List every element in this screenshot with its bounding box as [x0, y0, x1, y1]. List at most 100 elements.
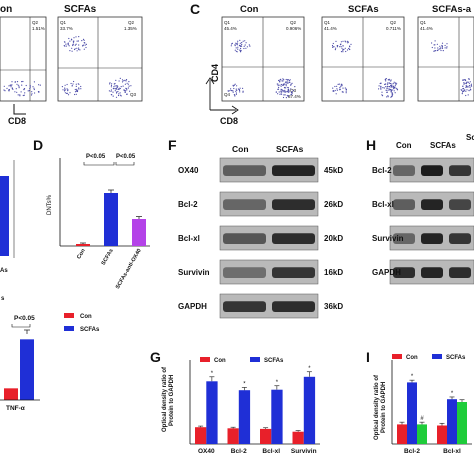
- flow-event-dot: [333, 46, 335, 48]
- panel-c: C Con SCFAs SCFAs-a Q1 45.4% Q2 0.906% Q…: [190, 1, 474, 126]
- flow-event-dot: [78, 44, 80, 46]
- flow-event-dot: [464, 82, 466, 84]
- flow-event-dot: [115, 87, 117, 89]
- panel-letter-i: I: [366, 349, 370, 365]
- flow-event-dot: [19, 94, 21, 96]
- panel-letter-h: H: [366, 137, 376, 153]
- bar: [303, 376, 316, 444]
- sig-star: *: [211, 371, 214, 377]
- flow-event-dot: [342, 87, 344, 89]
- flow-event-dot: [342, 49, 344, 51]
- flow-event-dot: [110, 90, 112, 92]
- flow-event-dot: [33, 81, 36, 83]
- flow-event-dot: [395, 83, 397, 86]
- bar: [417, 424, 427, 444]
- flow-event-dot: [394, 86, 396, 88]
- flow-event-dot: [84, 44, 86, 46]
- flow-event-dot: [74, 91, 77, 93]
- flow-event-dot: [116, 86, 118, 88]
- gate-value: 33.7%: [60, 26, 73, 31]
- blot-band: [449, 199, 471, 210]
- flow-event-dot: [83, 48, 85, 50]
- flow-event-dot: [6, 87, 8, 89]
- flow-event-dot: [74, 88, 76, 91]
- flow-event-dot: [65, 45, 67, 47]
- flow-event-dot: [468, 84, 470, 87]
- flow-event-dot: [76, 47, 78, 49]
- blot-row-label: Bcl-xl: [178, 234, 200, 243]
- flow-event-dot: [292, 89, 295, 91]
- flow-event-dot: [469, 88, 472, 90]
- flow-event-dot: [14, 91, 16, 93]
- flow-event-dot: [396, 88, 398, 90]
- flow-event-dot: [290, 84, 292, 86]
- flow-event-dot: [348, 47, 350, 50]
- flow-event-dot: [386, 89, 388, 91]
- flow-event-dot: [385, 89, 387, 91]
- flow-event-dot: [345, 89, 347, 91]
- flow-event-dot: [73, 37, 75, 39]
- flow-event-dot: [239, 45, 241, 47]
- flow-event-dot: [342, 91, 344, 93]
- svg-text:SCFAs: SCFAs: [446, 355, 466, 361]
- svg-text:Optical density ratio of: Optical density ratio of: [374, 374, 380, 440]
- flow-event-dot: [444, 47, 446, 49]
- flow-event-dot: [77, 90, 79, 92]
- flow-event-dot: [336, 46, 338, 48]
- flow-event-dot: [442, 50, 444, 52]
- flow-event-dot: [113, 86, 115, 88]
- flow-event-dot: [395, 87, 397, 89]
- flow-event-dot: [117, 88, 119, 90]
- flow-event-dot: [283, 87, 286, 89]
- flow-event-dot: [390, 88, 392, 91]
- flow-event-dot: [118, 80, 120, 82]
- flow-event-dot: [245, 47, 247, 49]
- blot-band: [223, 233, 266, 244]
- flow-event-dot: [281, 90, 283, 92]
- flow-event-dot: [114, 88, 116, 90]
- flow-event-dot: [287, 88, 289, 90]
- flow-event-dot: [380, 88, 382, 90]
- flow-event-dot: [64, 92, 66, 94]
- flow-event-dot: [444, 44, 446, 47]
- svg-text:Protein to GAPDH: Protein to GAPDH: [381, 382, 387, 433]
- e-xlabel: TNF-α: [6, 405, 25, 412]
- flow-event-dot: [79, 49, 81, 51]
- flow-event-dot: [431, 42, 433, 44]
- flow-event-dot: [80, 88, 82, 90]
- flow-event-dot: [126, 89, 128, 91]
- flow-event-dot: [67, 90, 69, 92]
- flow-event-dot: [22, 80, 24, 83]
- flow-event-dot: [381, 91, 383, 93]
- flow-event-dot: [441, 46, 443, 48]
- flow-event-dot: [240, 49, 242, 52]
- g-ylabel-2: Protein to GAPDH: [169, 375, 175, 426]
- flow-event-dot: [435, 50, 437, 52]
- tick-label: Bcl-2: [231, 448, 247, 455]
- blot-col-scfas: SCFAs: [276, 144, 304, 154]
- bar: [206, 381, 218, 444]
- blot-band: [272, 199, 315, 210]
- flow-event-dot: [33, 88, 35, 91]
- flow-event-dot: [433, 44, 435, 46]
- svg-text:Q2: Q2: [32, 20, 39, 25]
- flow-event-dot: [27, 90, 29, 92]
- flow-event-dot: [344, 87, 346, 89]
- flow-event-dot: [285, 87, 287, 89]
- flow-event-dot: [75, 83, 77, 85]
- blot-row-label: Survivin: [372, 234, 404, 243]
- gate-value: 1.35%: [124, 26, 137, 31]
- flow-event-dot: [467, 94, 469, 96]
- flow-event-dot: [231, 90, 233, 92]
- blot-band: [421, 233, 443, 244]
- flow-event-dot: [124, 79, 126, 81]
- flow-event-dot: [336, 88, 338, 90]
- flow-event-dot: [232, 90, 234, 92]
- flow-event-dot: [125, 90, 127, 92]
- flow-event-dot: [235, 93, 237, 95]
- e-sig: P<0.05: [14, 315, 35, 322]
- flow-event-dot: [246, 46, 248, 48]
- flow-event-dot: [294, 86, 296, 88]
- blot-band: [393, 233, 415, 244]
- flow-event-dot: [239, 49, 241, 51]
